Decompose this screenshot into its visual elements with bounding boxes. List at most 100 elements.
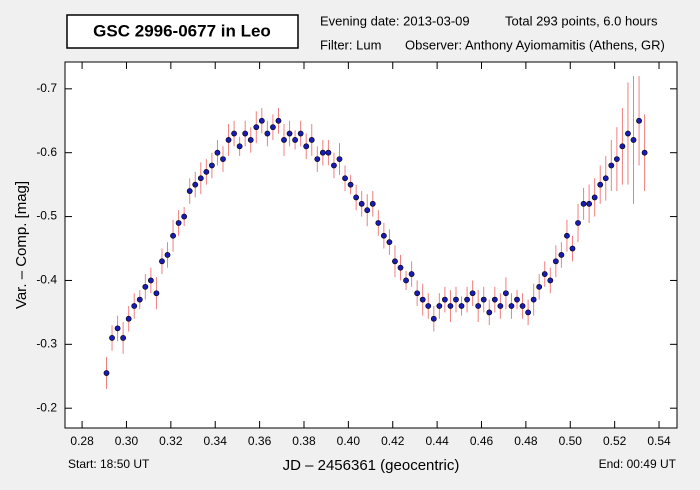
- y-tick-label: -0.3: [36, 336, 57, 350]
- x-tick-label: 0.40: [337, 434, 361, 448]
- data-point: [297, 130, 304, 137]
- data-point: [403, 277, 409, 284]
- data-point: [214, 149, 221, 156]
- data-point: [103, 370, 110, 376]
- data-point: [425, 303, 432, 309]
- data-point: [192, 181, 199, 188]
- data-point: [186, 188, 193, 194]
- data-point: [225, 137, 232, 143]
- data-point: [208, 162, 215, 169]
- data-point: [392, 258, 398, 265]
- end-time: End: 00:49 UT: [599, 457, 677, 471]
- data-point: [552, 258, 559, 265]
- filter: Filter: Lum: [320, 37, 381, 52]
- data-point: [109, 335, 115, 341]
- y-axis-label: Var. – Comp. [mag]: [13, 181, 30, 309]
- data-point: [258, 117, 265, 124]
- data-point: [264, 130, 271, 137]
- data-point: [353, 194, 360, 201]
- data-point: [203, 168, 210, 175]
- data-point: [508, 303, 515, 309]
- data-point: [181, 213, 188, 220]
- data-point: [231, 130, 237, 137]
- data-point: [630, 137, 637, 143]
- x-tick-label: 0.34: [204, 434, 228, 448]
- data-point: [286, 130, 293, 137]
- data-point: [597, 181, 604, 188]
- data-point: [159, 258, 165, 265]
- data-point: [220, 156, 226, 162]
- data-point: [242, 130, 249, 137]
- data-point: [625, 130, 631, 137]
- data-point: [491, 296, 498, 303]
- data-point: [503, 290, 509, 297]
- x-tick-label: 0.30: [115, 434, 139, 448]
- data-point: [308, 137, 315, 143]
- data-point: [547, 277, 554, 284]
- data-point: [514, 296, 520, 303]
- x-tick-label: 0.52: [603, 434, 627, 448]
- data-point: [247, 137, 254, 143]
- data-point: [147, 277, 154, 284]
- data-point: [125, 315, 132, 322]
- data-point: [342, 175, 348, 182]
- y-tick-label: -0.5: [36, 209, 57, 223]
- data-point: [530, 296, 537, 303]
- data-point: [375, 220, 382, 226]
- data-point: [486, 309, 493, 316]
- y-tick-label: -0.6: [36, 145, 57, 159]
- x-tick-label: 0.36: [248, 434, 272, 448]
- data-point: [120, 335, 127, 341]
- data-point: [453, 296, 459, 303]
- data-point: [586, 200, 593, 207]
- evening-date: Evening date: 2013-03-09: [320, 13, 470, 28]
- data-point: [641, 149, 648, 156]
- data-point: [580, 200, 587, 207]
- data-point: [464, 296, 470, 303]
- data-point: [414, 290, 421, 297]
- data-point: [303, 143, 310, 150]
- data-point: [142, 283, 149, 290]
- data-point: [564, 232, 570, 239]
- data-point: [619, 143, 626, 150]
- x-tick-label: 0.32: [159, 434, 183, 448]
- y-tick-label: -0.7: [36, 81, 57, 95]
- data-point: [175, 220, 182, 226]
- data-point: [536, 283, 543, 290]
- data-point: [136, 296, 143, 303]
- data-point: [170, 232, 176, 239]
- data-point: [281, 137, 287, 143]
- data-point: [608, 162, 615, 169]
- start-time: Start: 18:50 UT: [68, 457, 150, 471]
- data-point: [314, 156, 321, 162]
- total-points: Total 293 points, 6.0 hours: [505, 13, 658, 28]
- x-tick-label: 0.50: [559, 434, 583, 448]
- data-point: [369, 200, 376, 207]
- data-point: [602, 175, 609, 182]
- y-tick-label: -0.4: [36, 273, 57, 287]
- data-point: [408, 271, 415, 277]
- data-point: [325, 149, 332, 156]
- data-point: [236, 143, 243, 150]
- data-point: [636, 117, 642, 124]
- data-point: [525, 309, 532, 316]
- data-point: [469, 290, 476, 297]
- data-point: [419, 296, 426, 303]
- data-point: [475, 303, 482, 309]
- data-point: [397, 264, 404, 271]
- x-tick-label: 0.42: [381, 434, 405, 448]
- title-box: [66, 14, 299, 49]
- data-point: [558, 252, 565, 258]
- x-tick-label: 0.54: [647, 434, 671, 448]
- data-point: [331, 162, 337, 169]
- data-point: [441, 296, 448, 303]
- chart-title: GSC 2996-0677 in Leo: [93, 21, 271, 40]
- data-point: [319, 149, 326, 156]
- x-tick-label: 0.48: [514, 434, 538, 448]
- data-point: [131, 303, 138, 309]
- x-tick-label: 0.44: [425, 434, 449, 448]
- data-point: [458, 303, 465, 309]
- data-point: [347, 181, 354, 188]
- data-point: [591, 194, 598, 201]
